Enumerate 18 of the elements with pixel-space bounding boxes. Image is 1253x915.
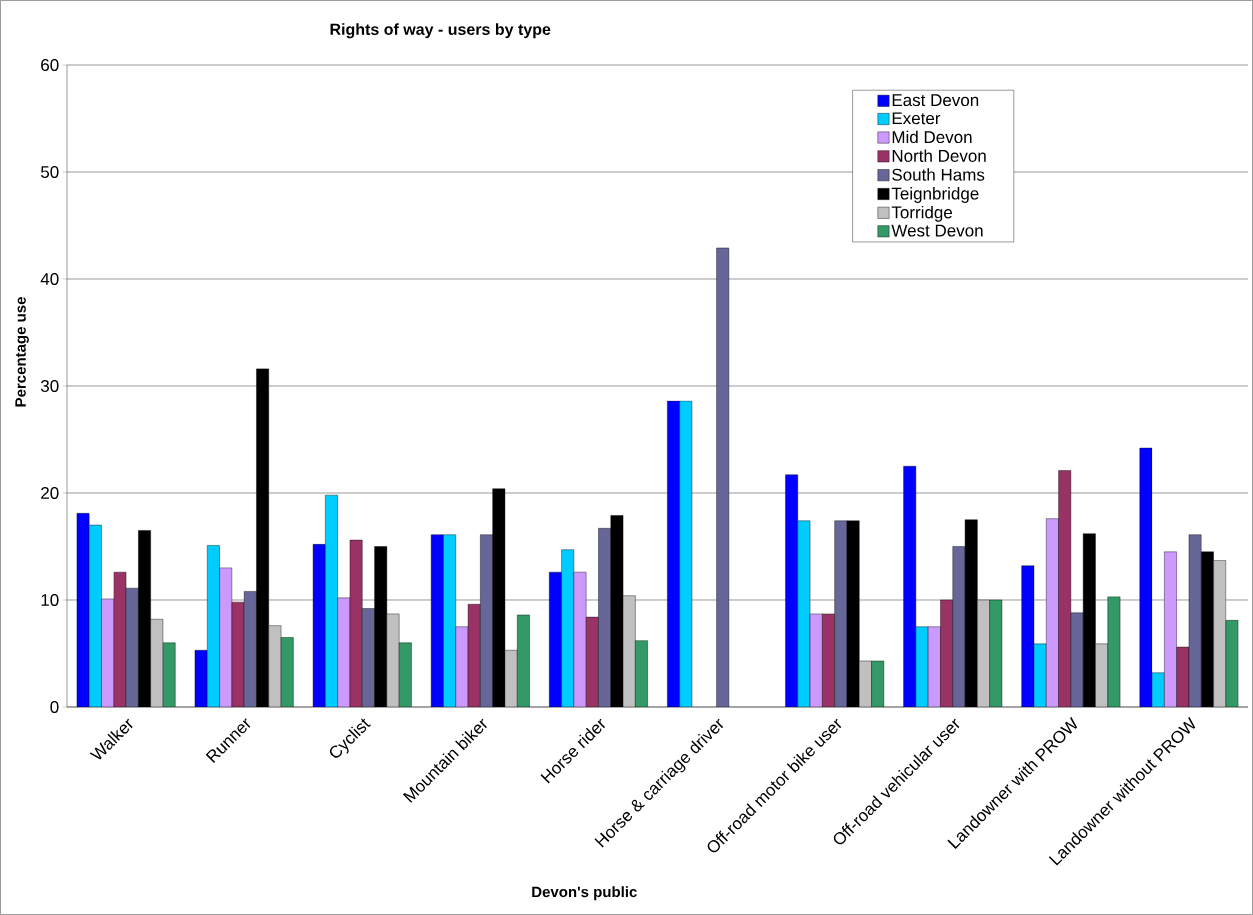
y-tick-label: 50 [40,165,59,179]
legend-label: South Hams [892,168,985,181]
legend-label: East Devon [892,94,979,107]
y-tick-label: 0 [50,700,59,714]
legend-label: West Devon [891,224,983,237]
y-tick-label: 10 [41,593,59,607]
y-tick-label: 20 [41,486,59,500]
legend-label: Mid Devon [892,130,972,144]
legend-label: Teignbridge [891,187,979,203]
x-axis-title: Devon's public [532,886,637,901]
legend-label: Exeter [892,112,941,125]
y-tick-label: 40 [40,272,59,286]
legend-label: Torridge [891,205,953,222]
y-tick-label: 60 [41,58,59,72]
legend-label: North Devon [892,149,986,162]
y-tick-label: 30 [40,379,59,393]
chart-title: Rights of way - users by type [330,23,551,39]
y-axis-title: Percentage use [15,297,29,407]
